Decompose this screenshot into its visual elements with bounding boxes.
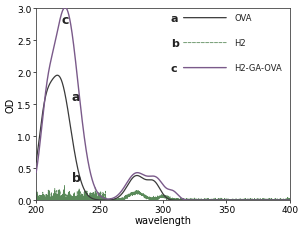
Text: b: b xyxy=(72,172,81,185)
X-axis label: wavelength: wavelength xyxy=(135,216,192,225)
Text: a: a xyxy=(171,14,178,24)
Text: OVA: OVA xyxy=(234,14,252,23)
Text: H2: H2 xyxy=(234,39,246,48)
Text: b: b xyxy=(171,39,178,49)
Text: a: a xyxy=(72,91,80,103)
Text: c: c xyxy=(61,13,69,26)
Text: c: c xyxy=(171,63,177,73)
Text: H2-GA-OVA: H2-GA-OVA xyxy=(234,64,282,73)
Y-axis label: OD: OD xyxy=(5,97,16,112)
